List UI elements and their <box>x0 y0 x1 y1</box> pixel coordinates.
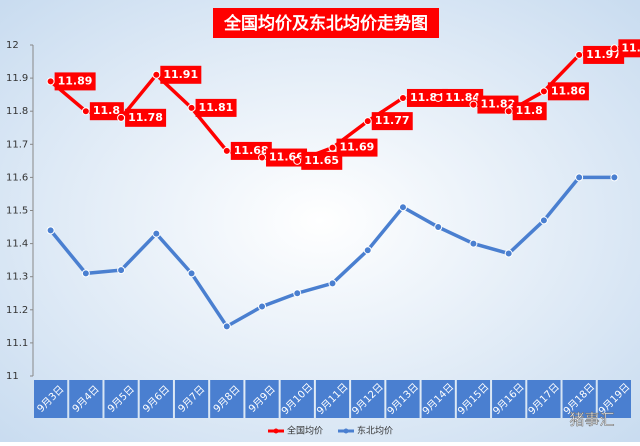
point <box>81 269 90 278</box>
x-tick-box <box>421 380 455 418</box>
point <box>117 113 126 122</box>
point <box>575 50 584 59</box>
point <box>539 216 548 225</box>
point <box>539 87 548 96</box>
data-label-box <box>54 72 96 91</box>
title-box <box>213 8 439 38</box>
point <box>610 44 619 53</box>
point <box>504 107 513 116</box>
data-label-box <box>195 98 237 117</box>
point <box>610 173 619 182</box>
x-tick-box <box>386 380 420 418</box>
data-label-box <box>301 151 343 170</box>
x-tick-box <box>104 380 138 418</box>
data-label: 11.69 <box>340 141 375 154</box>
data-label-box <box>89 102 124 121</box>
point <box>258 302 267 311</box>
point <box>117 266 126 275</box>
data-label: 11.78 <box>128 111 163 124</box>
data-label: 11.86 <box>551 84 586 97</box>
data-label-box <box>371 112 413 131</box>
y-tick-label: 11.5 <box>6 206 28 217</box>
point <box>81 107 90 116</box>
y-tick-label: 11.2 <box>6 305 28 316</box>
point <box>469 100 478 109</box>
y-tick-label: 11.9 <box>6 73 28 84</box>
y-tick-label: 11.8 <box>6 106 28 117</box>
point <box>363 246 372 255</box>
point <box>434 93 443 102</box>
data-label-box <box>406 88 448 107</box>
legend-marker <box>273 428 279 434</box>
x-tick-box <box>174 380 209 418</box>
data-label: 11.81 <box>199 101 234 114</box>
data-label: 11.68 <box>234 144 269 157</box>
data-label-box <box>336 138 378 157</box>
data-label-box <box>512 102 547 121</box>
data-label-box <box>547 82 589 101</box>
data-label-box <box>125 108 167 127</box>
x-tick-box <box>492 380 526 418</box>
y-tick-label: 11.7 <box>6 139 28 150</box>
plot: 11 11.1 11.2 11.3 11.4 11.5 11.6 11.7 11.8 11.9 12… <box>6 39 640 437</box>
x-tick-box <box>315 380 350 418</box>
point <box>363 117 372 126</box>
x-tick-box <box>139 380 173 418</box>
x-tick-box <box>597 380 631 418</box>
point <box>46 77 55 86</box>
data-label: 11.99 <box>621 41 640 54</box>
y-tick-label: 11.6 <box>6 172 28 183</box>
y-tick-label: 11.1 <box>6 338 28 349</box>
x-tick-box <box>69 380 103 418</box>
point <box>293 289 302 298</box>
point <box>46 226 55 235</box>
point <box>152 229 161 238</box>
x-tick-box <box>34 380 68 418</box>
point <box>398 93 407 102</box>
point <box>504 249 513 258</box>
x-tick-box <box>245 380 279 418</box>
data-label: 11.8 <box>516 104 543 117</box>
point <box>328 143 337 152</box>
x-tick-box <box>351 380 385 418</box>
x-tick-box <box>210 380 244 418</box>
y-tick-label: 11 <box>6 371 19 382</box>
x-tick-box <box>456 380 491 418</box>
data-label: 11.82 <box>480 98 515 111</box>
data-label: 11.89 <box>58 74 93 87</box>
point <box>258 153 267 162</box>
legend-label: 东北均价 <box>357 425 393 437</box>
x-tick-box <box>280 380 314 418</box>
point <box>434 223 443 232</box>
point <box>293 156 302 165</box>
data-label: 11.65 <box>304 154 339 167</box>
data-label-box <box>618 39 640 58</box>
legend-marker <box>343 428 349 434</box>
y-tick-label: 11.3 <box>6 272 28 283</box>
data-label: 11.8 <box>93 104 120 117</box>
data-label: 11.77 <box>375 114 410 127</box>
point <box>575 173 584 182</box>
y-tick-label: 11.4 <box>6 239 28 250</box>
point <box>328 279 337 288</box>
point <box>398 203 407 212</box>
x-tick-box <box>562 380 596 418</box>
watermark: 猪事汇 <box>569 411 614 429</box>
point <box>187 103 196 112</box>
point <box>187 269 196 278</box>
y-tick-label: 12 <box>6 40 19 51</box>
chart-title: 全国均价及东北均价走势图 <box>223 13 428 34</box>
x-tick-box <box>527 380 561 418</box>
data-label: 11.91 <box>163 68 198 81</box>
data-label: 11.84 <box>445 91 480 104</box>
data-label-box <box>160 65 202 84</box>
point <box>222 322 231 331</box>
legend-label: 全国均价 <box>287 425 323 437</box>
point <box>152 70 161 79</box>
point <box>469 239 478 248</box>
point <box>222 146 231 155</box>
